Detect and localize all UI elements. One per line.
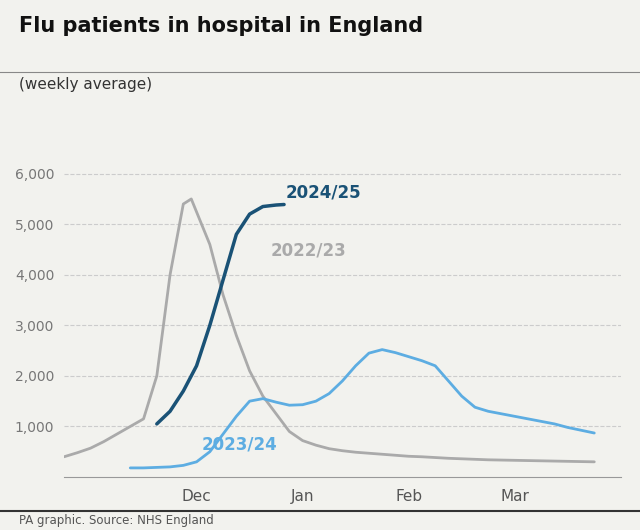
- Text: (weekly average): (weekly average): [19, 77, 152, 92]
- Text: 2023/24: 2023/24: [202, 436, 278, 454]
- Text: 2022/23: 2022/23: [271, 242, 347, 260]
- Text: Flu patients in hospital in England: Flu patients in hospital in England: [19, 16, 423, 36]
- Text: PA graphic. Source: NHS England: PA graphic. Source: NHS England: [19, 514, 214, 527]
- Text: 2024/25: 2024/25: [285, 183, 361, 201]
